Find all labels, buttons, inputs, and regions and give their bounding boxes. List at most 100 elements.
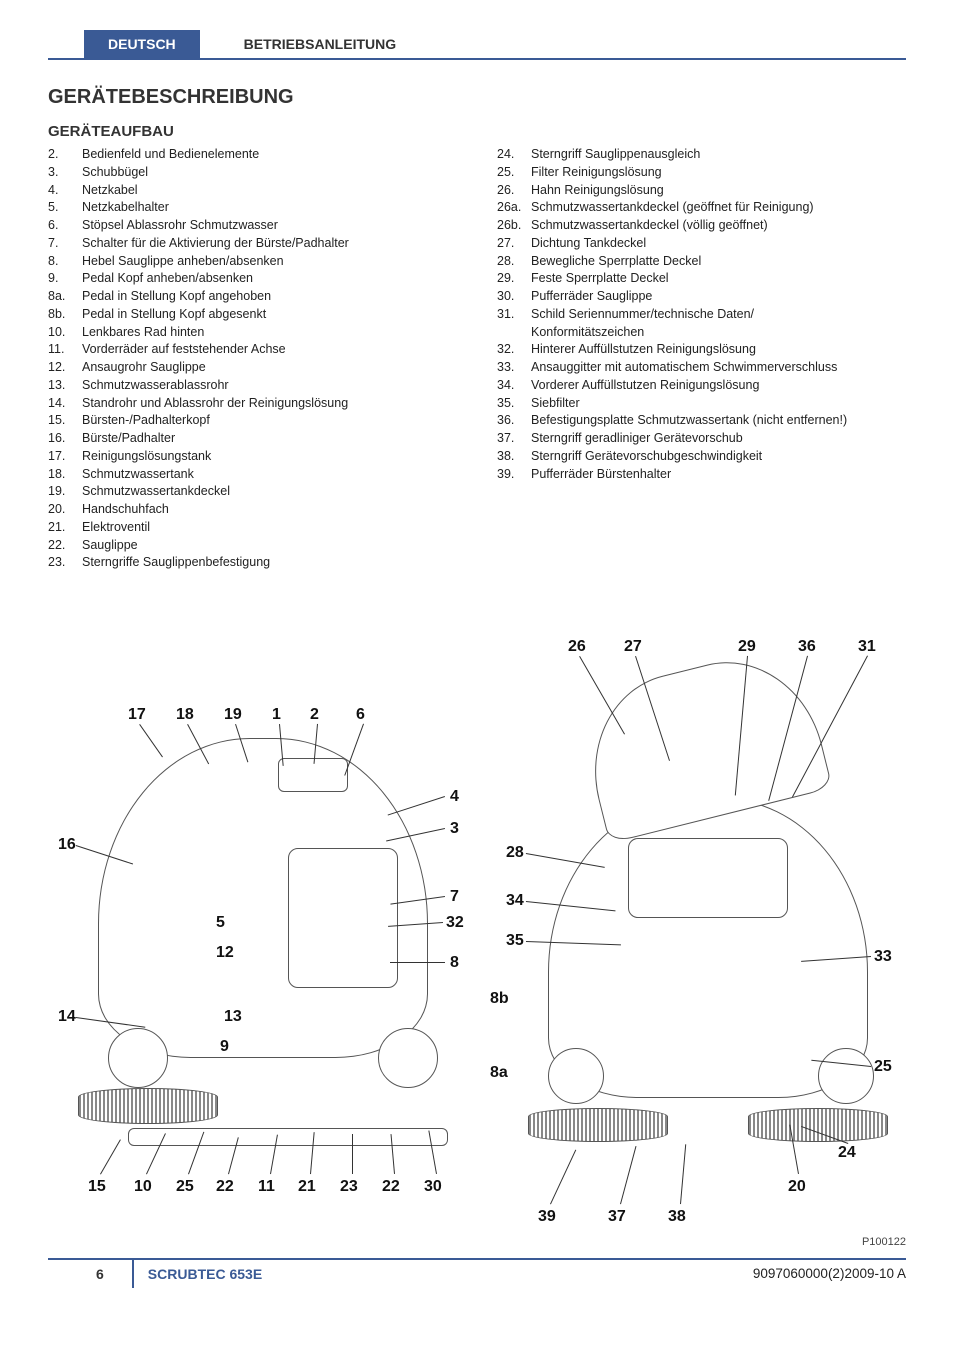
item-text: Reinigungslösungstank — [82, 448, 457, 466]
rear-panel-icon — [288, 848, 398, 988]
list-item: 9.Pedal Kopf anheben/absenken — [48, 270, 457, 288]
item-text: Ansaugrohr Sauglippe — [82, 359, 457, 377]
list-item: 6.Stöpsel Ablassrohr Schmutzwasser — [48, 217, 457, 235]
item-text: Sterngriff geradliniger Gerätevorschub — [531, 430, 906, 448]
callout-number: 4 — [450, 788, 459, 806]
item-text: Ansauggitter mit automatischem Schwimmer… — [531, 359, 906, 377]
callout-number: 9 — [220, 1038, 229, 1056]
item-text: Sterngriff Gerätevorschubgeschwindigkeit — [531, 448, 906, 466]
brush-icon — [748, 1108, 888, 1142]
callout-number: 25 — [176, 1178, 194, 1196]
list-item: 29.Feste Sperrplatte Deckel — [497, 270, 906, 288]
item-text: Vorderräder auf feststehender Achse — [82, 341, 457, 359]
callout-number: 16 — [58, 836, 76, 854]
item-text: Lenkbares Rad hinten — [82, 324, 457, 342]
item-text: Schmutzwassertank — [82, 466, 457, 484]
item-number: 2. — [48, 146, 82, 164]
callout-number: 26 — [568, 638, 586, 656]
item-number: 35. — [497, 395, 531, 413]
list-item: 13.Schmutzwasserablassrohr — [48, 377, 457, 395]
list-item: 4.Netzkabel — [48, 182, 457, 200]
wheel-icon — [548, 1048, 604, 1104]
list-item: 26a.Schmutzwassertankdeckel (geöffnet fü… — [497, 199, 906, 217]
item-number: 33. — [497, 359, 531, 377]
callout-number: 35 — [506, 932, 524, 950]
callout-number: 29 — [738, 638, 756, 656]
parts-list-right: 24.Sterngriff Sauglippenausgleich25.Filt… — [497, 146, 906, 572]
list-item: 36.Befestigungsplatte Schmutzwassertank … — [497, 412, 906, 430]
list-item: Konformitätszeichen — [497, 324, 906, 342]
item-text: Sterngriff Sauglippenausgleich — [531, 146, 906, 164]
list-item: 26b.Schmutzwassertankdeckel (völlig geöf… — [497, 217, 906, 235]
item-number: 11. — [48, 341, 82, 359]
callout-number: 5 — [216, 914, 225, 932]
list-item: 23.Sterngriffe Sauglippenbefestigung — [48, 554, 457, 572]
list-item: 18.Schmutzwassertank — [48, 466, 457, 484]
list-item: 8b.Pedal in Stellung Kopf abgesenkt — [48, 306, 457, 324]
item-number: 30. — [497, 288, 531, 306]
brush-icon — [528, 1108, 668, 1142]
callout-number: 25 — [874, 1058, 892, 1076]
item-text: Schmutzwassertankdeckel — [82, 483, 457, 501]
item-number: 14. — [48, 395, 82, 413]
parts-list-left: 2.Bedienfeld und Bedienelemente3.Schubbü… — [48, 146, 457, 572]
callout-number: 22 — [216, 1178, 234, 1196]
list-item: 25.Filter Reinigungslösung — [497, 164, 906, 182]
leader-line — [680, 1144, 686, 1204]
item-number: 4. — [48, 182, 82, 200]
callout-number: 24 — [838, 1144, 856, 1162]
item-text: Schmutzwassertankdeckel (völlig geöffnet… — [531, 217, 906, 235]
wheel-icon — [378, 1028, 438, 1088]
list-item: 34.Vorderer Auffüllstutzen Reinigungslös… — [497, 377, 906, 395]
list-item: 39.Pufferräder Bürstenhalter — [497, 466, 906, 484]
list-item: 24.Sterngriff Sauglippenausgleich — [497, 146, 906, 164]
item-number: 37. — [497, 430, 531, 448]
item-text: Bedienfeld und Bedienelemente — [82, 146, 457, 164]
item-number: 32. — [497, 341, 531, 359]
item-number: 38. — [497, 448, 531, 466]
item-number: 26b. — [497, 217, 531, 235]
callout-number: 21 — [298, 1178, 316, 1196]
callout-number: 1 — [272, 706, 281, 724]
item-number: 39. — [497, 466, 531, 484]
item-text: Filter Reinigungslösung — [531, 164, 906, 182]
callout-number: 33 — [874, 948, 892, 966]
list-item: 8.Hebel Sauglippe anheben/absenken — [48, 253, 457, 271]
callout-number: 31 — [858, 638, 876, 656]
item-text: Netzkabelhalter — [82, 199, 457, 217]
leader-line — [550, 1150, 576, 1205]
callout-number: 23 — [340, 1178, 358, 1196]
item-number: 27. — [497, 235, 531, 253]
callout-number: 30 — [424, 1178, 442, 1196]
callout-number: 15 — [88, 1178, 106, 1196]
list-item: 32.Hinterer Auffüllstutzen Reinigungslös… — [497, 341, 906, 359]
item-text: Sauglippe — [82, 537, 457, 555]
item-text: Netzkabel — [82, 182, 457, 200]
item-text: Pedal Kopf anheben/absenken — [82, 270, 457, 288]
figure-id: P100122 — [862, 1236, 906, 1248]
leader-line — [139, 724, 163, 757]
callout-number: 6 — [356, 706, 365, 724]
exploded-diagram: 17181912643165712321413898b8a15102522112… — [48, 608, 906, 1248]
item-text: Hahn Reinigungslösung — [531, 182, 906, 200]
item-number: 26. — [497, 182, 531, 200]
item-number: 26a. — [497, 199, 531, 217]
item-number — [497, 324, 531, 342]
callout-number: 8b — [490, 990, 509, 1008]
callout-number: 32 — [446, 914, 464, 932]
list-item: 15.Bürsten-/Padhalterkopf — [48, 412, 457, 430]
list-item: 10.Lenkbares Rad hinten — [48, 324, 457, 342]
item-number: 8a. — [48, 288, 82, 306]
item-number: 21. — [48, 519, 82, 537]
parts-list: 2.Bedienfeld und Bedienelemente3.Schubbü… — [48, 146, 906, 572]
list-item: 31.Schild Seriennummer/technische Daten/ — [497, 306, 906, 324]
item-text: Pufferräder Sauglippe — [531, 288, 906, 306]
callout-number: 39 — [538, 1208, 556, 1226]
callout-number: 8a — [490, 1064, 508, 1082]
item-number: 20. — [48, 501, 82, 519]
item-number: 8. — [48, 253, 82, 271]
item-number: 25. — [497, 164, 531, 182]
item-text: Feste Sperrplatte Deckel — [531, 270, 906, 288]
item-text: Schmutzwasserablassrohr — [82, 377, 457, 395]
list-item: 21.Elektroventil — [48, 519, 457, 537]
